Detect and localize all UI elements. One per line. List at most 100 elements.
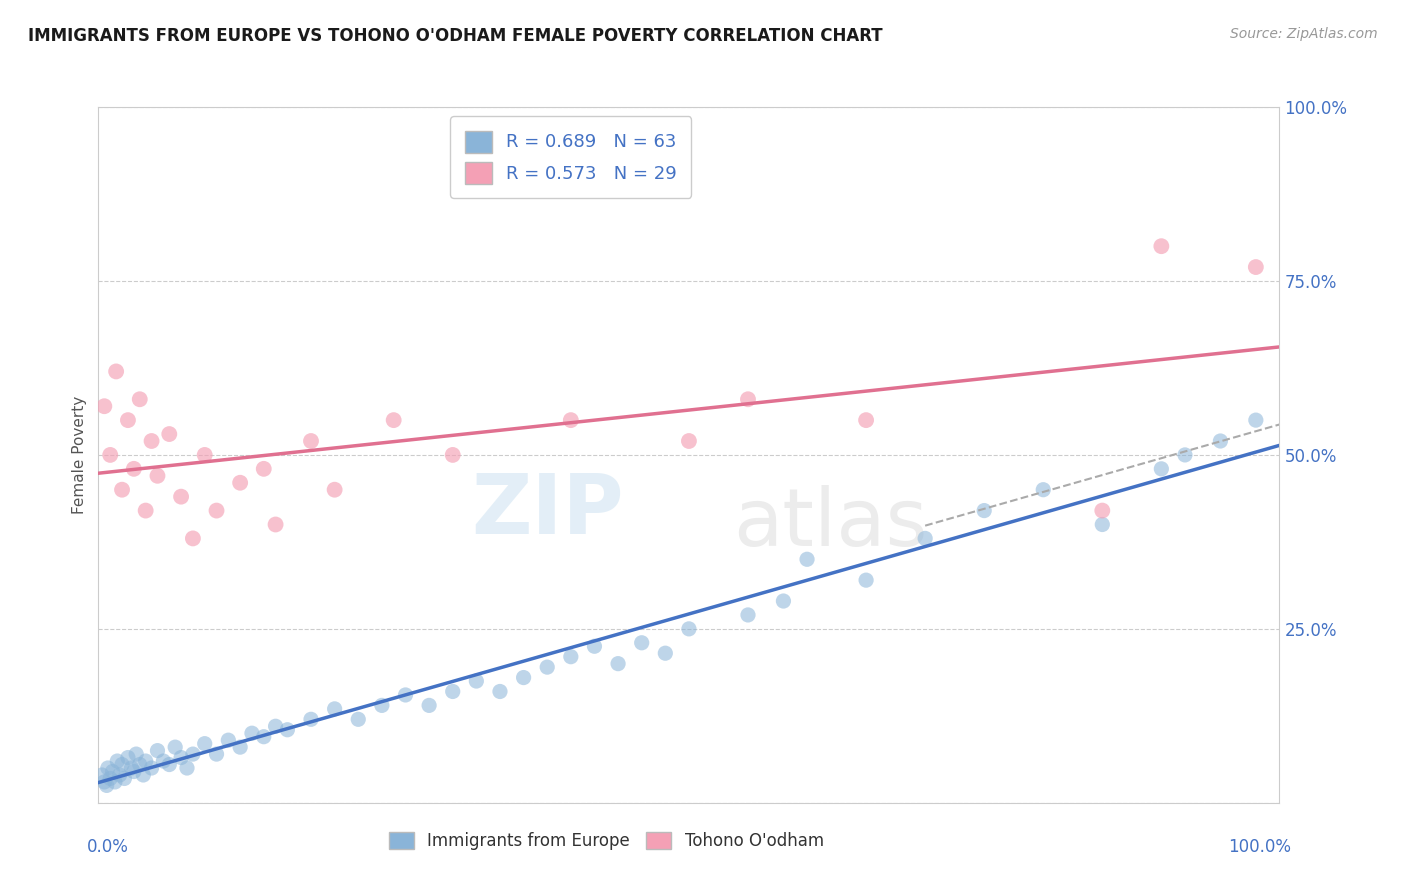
Point — [914, 532, 936, 546]
Point — [253, 462, 276, 476]
Point — [146, 744, 169, 758]
Point — [111, 483, 134, 497]
Point — [205, 747, 228, 761]
Point — [91, 768, 114, 782]
Point — [489, 684, 512, 698]
Point — [194, 737, 217, 751]
Point — [176, 761, 198, 775]
Point — [112, 772, 135, 786]
Point — [125, 747, 148, 761]
Point — [465, 674, 488, 689]
Text: Source: ZipAtlas.com: Source: ZipAtlas.com — [1230, 27, 1378, 41]
Point — [205, 503, 228, 517]
Point — [1091, 517, 1114, 532]
Point — [101, 764, 124, 779]
Text: IMMIGRANTS FROM EUROPE VS TOHONO O'ODHAM FEMALE POVERTY CORRELATION CHART: IMMIGRANTS FROM EUROPE VS TOHONO O'ODHAM… — [28, 27, 883, 45]
Point — [276, 723, 298, 737]
Point — [217, 733, 239, 747]
Point — [152, 754, 174, 768]
Point — [1244, 260, 1267, 274]
Point — [264, 719, 287, 733]
Point — [264, 517, 287, 532]
Point — [128, 757, 150, 772]
Point — [194, 448, 217, 462]
Point — [93, 775, 115, 789]
Text: 0.0%: 0.0% — [87, 838, 128, 855]
Point — [117, 413, 139, 427]
Point — [678, 622, 700, 636]
Point — [512, 671, 534, 685]
Point — [229, 475, 252, 490]
Point — [93, 399, 115, 413]
Point — [678, 434, 700, 448]
Point — [973, 503, 995, 517]
Point — [170, 750, 193, 764]
Point — [141, 761, 163, 775]
Point — [132, 768, 155, 782]
Point — [441, 684, 464, 698]
Point — [122, 764, 145, 779]
Point — [122, 462, 145, 476]
Point — [772, 594, 794, 608]
Point — [737, 607, 759, 622]
Point — [96, 778, 118, 793]
Point — [98, 448, 121, 462]
Legend: Immigrants from Europe, Tohono O'odham: Immigrants from Europe, Tohono O'odham — [382, 826, 831, 857]
Point — [323, 702, 346, 716]
Point — [323, 483, 346, 497]
Point — [1091, 503, 1114, 517]
Point — [1032, 483, 1054, 497]
Point — [105, 754, 128, 768]
Point — [583, 639, 606, 653]
Point — [299, 434, 322, 448]
Point — [441, 448, 464, 462]
Point — [157, 427, 180, 442]
Point — [1174, 448, 1197, 462]
Text: atlas: atlas — [734, 485, 928, 564]
Point — [347, 712, 370, 726]
Point — [737, 392, 759, 407]
Text: 100.0%: 100.0% — [1229, 838, 1291, 855]
Point — [855, 573, 877, 587]
Point — [117, 750, 139, 764]
Point — [536, 660, 558, 674]
Point — [146, 468, 169, 483]
Point — [128, 392, 150, 407]
Y-axis label: Female Poverty: Female Poverty — [72, 396, 87, 514]
Point — [229, 740, 252, 755]
Point — [607, 657, 630, 671]
Point — [135, 754, 157, 768]
Point — [181, 747, 204, 761]
Point — [104, 775, 127, 789]
Point — [654, 646, 676, 660]
Point — [560, 413, 582, 427]
Point — [98, 772, 121, 786]
Point — [97, 761, 120, 775]
Point — [108, 768, 131, 782]
Point — [111, 757, 134, 772]
Point — [170, 490, 193, 504]
Point — [105, 364, 128, 378]
Point — [1150, 239, 1173, 253]
Point — [1209, 434, 1232, 448]
Point — [394, 688, 416, 702]
Point — [121, 761, 143, 775]
Point — [371, 698, 394, 713]
Point — [157, 757, 180, 772]
Point — [418, 698, 440, 713]
Point — [299, 712, 322, 726]
Point — [382, 413, 405, 427]
Point — [141, 434, 163, 448]
Point — [135, 503, 157, 517]
Point — [796, 552, 818, 566]
Point — [1244, 413, 1267, 427]
Point — [855, 413, 877, 427]
Point — [630, 636, 652, 650]
Point — [181, 532, 204, 546]
Point — [253, 730, 276, 744]
Text: ZIP: ZIP — [471, 470, 623, 551]
Point — [165, 740, 187, 755]
Point — [240, 726, 263, 740]
Point — [1150, 462, 1173, 476]
Point — [560, 649, 582, 664]
